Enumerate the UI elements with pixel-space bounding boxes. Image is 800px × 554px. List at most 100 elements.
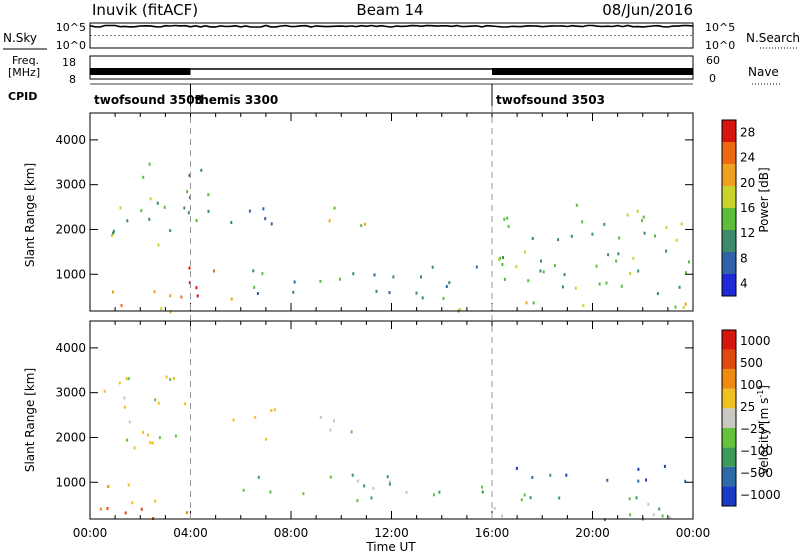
scatter-cell — [605, 281, 608, 285]
scatter-cell — [163, 205, 166, 209]
date-title: 08/Jun/2016 — [602, 1, 693, 19]
scatter-cell — [606, 478, 609, 482]
scatter-cell — [154, 398, 157, 402]
scatter-cell — [542, 270, 545, 274]
scatter-cell — [142, 175, 145, 179]
colorbar-tick-label: −1000 — [740, 488, 781, 502]
scatter-cell — [256, 292, 259, 295]
scatter-cell — [230, 221, 233, 224]
scatter-cell — [663, 464, 666, 468]
scatter-cell — [499, 256, 502, 260]
power-ylabel: Slant Range [km] — [23, 163, 37, 267]
scatter-cell — [103, 389, 106, 393]
scatter-cell — [645, 478, 647, 482]
scatter-cell — [350, 430, 353, 434]
scatter-cell — [112, 231, 114, 235]
colorbar-tick-label: −100 — [740, 444, 773, 458]
time-xlabel: Time UT — [365, 540, 416, 554]
scatter-cell — [169, 294, 172, 298]
y-tick-label: 3000 — [55, 178, 86, 192]
scatter-cell — [475, 265, 478, 269]
time-tick-label: 20:00 — [575, 526, 610, 540]
scatter-cell — [149, 197, 152, 201]
cpid-segment-label: themis 3300 — [195, 93, 279, 107]
nave-right-tick-top: 60 — [706, 54, 720, 67]
scatter-cell — [302, 492, 305, 496]
scatter-cell — [501, 514, 504, 518]
scatter-cell — [570, 234, 573, 238]
scatter-cell — [433, 493, 435, 497]
scatter-cell — [188, 266, 191, 270]
scatter-cell — [363, 222, 366, 226]
scatter-cell — [370, 496, 373, 500]
colorbar-tick-label: 24 — [740, 151, 755, 165]
scatter-cell — [107, 485, 110, 489]
scatter-cell — [329, 428, 332, 432]
scatter-cell — [151, 441, 154, 445]
time-tick-label: 16:00 — [475, 526, 510, 540]
scatter-cell — [507, 224, 510, 228]
scatter-cell — [127, 377, 130, 381]
scatter-cell — [636, 209, 639, 213]
scatter-cell — [438, 490, 441, 494]
colorbar-tick-label: 500 — [740, 356, 763, 370]
colorbar-swatch — [722, 388, 736, 409]
scatter-cell — [112, 229, 115, 233]
scatter-cell — [591, 232, 594, 236]
scatter-cell — [262, 207, 265, 211]
scatter-cell — [185, 511, 188, 515]
scatter-cell — [252, 269, 255, 273]
noise-right-label: N.Search — [746, 31, 800, 45]
colorbar-tick-label: 100 — [740, 378, 763, 392]
scatter-cell — [273, 408, 276, 412]
scatter-cell — [563, 273, 566, 277]
scatter-cell — [431, 265, 434, 269]
scatter-cell — [207, 193, 210, 197]
scatter-cell — [675, 238, 678, 242]
scatter-cell — [674, 305, 677, 309]
scatter-cell — [493, 506, 496, 510]
cpid-label: CPID — [8, 90, 37, 103]
scatter-cell — [293, 280, 296, 284]
beam-title: Beam 14 — [356, 1, 423, 19]
scatter-cell — [442, 297, 445, 300]
y-tick-label: 1000 — [55, 475, 86, 489]
scatter-cell — [213, 269, 215, 273]
scatter-cell — [620, 284, 623, 288]
scatter-cell — [373, 273, 376, 277]
scatter-cell — [637, 467, 640, 471]
scatter-cell — [147, 433, 150, 437]
colorbar-swatch — [722, 369, 736, 389]
scatter-cell — [131, 501, 134, 505]
scatter-cell — [515, 265, 518, 269]
colorbar-swatch — [722, 142, 736, 164]
nave-right-tick-bottom: 0 — [709, 72, 716, 85]
time-tick-label: 08:00 — [274, 526, 309, 540]
scatter-cell — [575, 203, 578, 207]
colorbar-swatch — [722, 186, 736, 208]
scatter-cell — [351, 473, 354, 477]
scatter-cell — [685, 271, 687, 275]
scatter-cell — [682, 306, 685, 309]
colorbar-swatch — [722, 274, 736, 296]
colorbar-tick-label: 16 — [740, 201, 755, 215]
scatter-cell — [257, 475, 260, 479]
scatter-cell — [269, 490, 272, 494]
scatter-cell — [607, 253, 610, 257]
colorbar-tick-label: −25 — [740, 422, 765, 436]
scatter-cell — [254, 415, 257, 419]
colorbar-swatch — [722, 120, 736, 142]
scatter-cell — [200, 168, 203, 172]
freq-dense-segment — [90, 68, 191, 75]
velocity-ylabel: Slant Range [km] — [23, 368, 37, 472]
scatter-cell — [405, 490, 408, 494]
nave-label: Nave — [748, 65, 779, 79]
scatter-cell — [565, 473, 568, 477]
scatter-cell — [118, 381, 121, 385]
station-title: Inuvik (fitACF) — [92, 1, 198, 19]
scatter-cell — [504, 277, 506, 281]
scatter-cell — [264, 217, 267, 221]
scatter-cell — [678, 285, 681, 289]
freq-dense-segment — [492, 68, 693, 75]
